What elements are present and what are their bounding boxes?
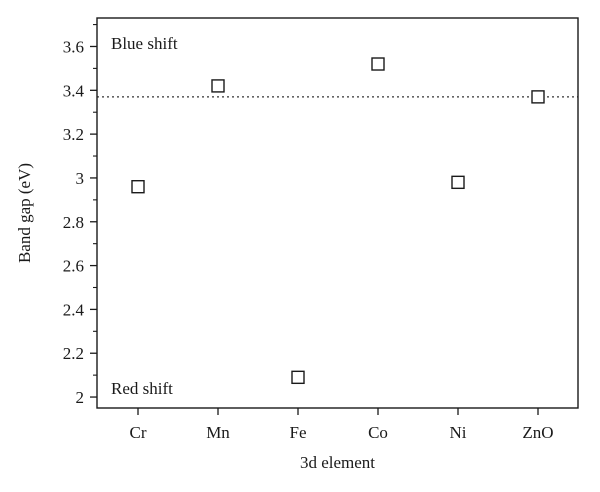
data-point [291,370,305,385]
x-tick-label: Co [368,423,388,442]
plot-frame [96,17,579,409]
annotation-blue-shift: Blue shift [111,34,178,53]
annotation-red-shift: Red shift [111,379,173,398]
y-tick-label: 2.6 [63,257,84,276]
y-tick-label: 2.2 [63,344,84,363]
minor-ticks [93,24,97,376]
y-tick-label: 2.4 [63,300,85,319]
y-tick-label: 3.6 [63,37,84,56]
data-point [211,79,225,93]
x-tick-label: ZnO [522,423,553,442]
data-point [531,90,545,104]
x-tick-label: Mn [206,423,230,442]
x-tick-label: Fe [290,423,307,442]
y-tick-label: 2.8 [63,213,84,232]
data-points [131,57,545,385]
x-tick-label: Cr [130,423,147,442]
y-axis-ticks: 2 2.2 2.4 2.6 2.8 3 3.2 3.4 3.6 [63,37,97,407]
y-tick-label: 3.4 [63,81,85,100]
y-tick-label: 2 [76,388,85,407]
y-tick-label: 3 [76,169,85,188]
x-tick-label: Ni [450,423,467,442]
data-point [131,180,145,194]
data-point [371,57,385,71]
x-axis-title: 3d element [300,453,375,472]
data-point [451,175,465,190]
x-axis-ticks: Cr Mn Fe Co Ni ZnO [130,408,554,442]
y-tick-label: 3.2 [63,125,84,144]
y-axis-title: Band gap (eV) [15,163,34,263]
